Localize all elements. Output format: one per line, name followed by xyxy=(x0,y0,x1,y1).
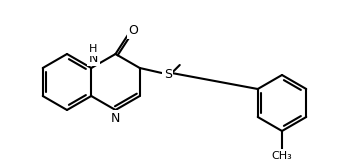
Text: N: N xyxy=(88,51,98,64)
Text: S: S xyxy=(164,69,172,82)
Text: O: O xyxy=(129,24,138,38)
Text: N: N xyxy=(111,112,120,124)
Text: H: H xyxy=(89,44,97,54)
Text: CH₃: CH₃ xyxy=(272,151,292,161)
